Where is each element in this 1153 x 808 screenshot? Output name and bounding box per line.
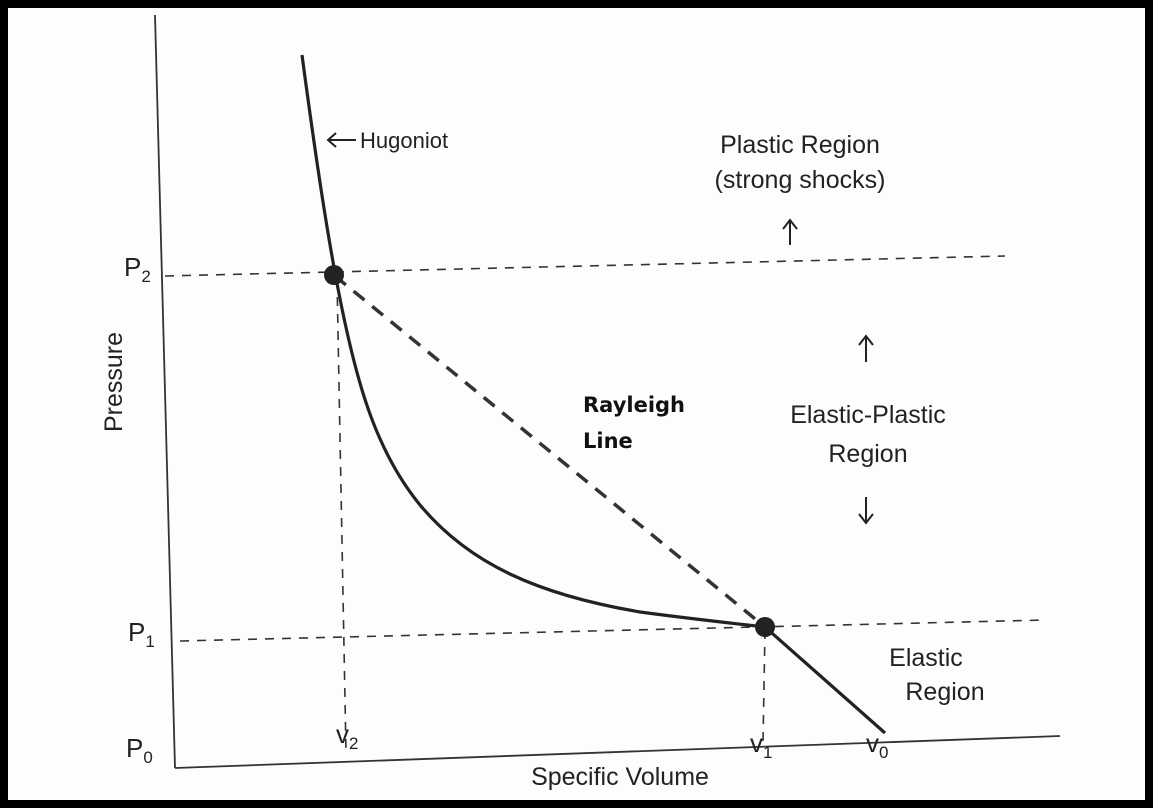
- hugoniot-curve: [300, 54, 887, 735]
- up-arrow: [782, 218, 798, 245]
- v1-guide: [762, 629, 766, 743]
- region-label: Elastic: [889, 644, 963, 672]
- hugoniot-arrow: [326, 132, 356, 148]
- symbol: v: [750, 728, 763, 758]
- p2-label: P2: [124, 252, 151, 286]
- y-axis: [154, 14, 176, 769]
- rayleigh-label: Line: [583, 429, 633, 453]
- up-arrow: [858, 334, 874, 362]
- p0-label: P0: [126, 733, 153, 767]
- symbol: v: [336, 719, 349, 749]
- p2-guide: [164, 255, 1006, 277]
- x-axis-label: Specific Volume: [531, 763, 709, 791]
- v0-label: v0: [866, 728, 888, 762]
- y-axis-label: Pressure: [100, 332, 128, 432]
- v2-label: v2: [336, 719, 358, 753]
- subscript: 2: [141, 267, 150, 286]
- v2-guide: [336, 279, 347, 753]
- v1-label: v1: [750, 728, 772, 762]
- subscript: 1: [145, 632, 154, 651]
- region-label: (strong shocks): [715, 166, 886, 194]
- region-label: Elastic-Plastic: [790, 401, 946, 429]
- region-label: Region: [905, 678, 984, 706]
- p1-label: P1: [128, 617, 155, 651]
- subscript: 2: [349, 734, 358, 753]
- symbol: P: [126, 733, 143, 763]
- symbol: v: [866, 728, 879, 758]
- subscript: 1: [763, 743, 772, 762]
- hugoniot-label: Hugoniot: [360, 128, 448, 153]
- symbol: P: [124, 252, 141, 282]
- x-axis: [174, 735, 1061, 769]
- rayleigh-line: [333, 274, 767, 629]
- subscript: 0: [143, 748, 152, 767]
- state-point-1: [755, 617, 775, 637]
- rayleigh-label: Rayleigh: [583, 393, 685, 417]
- subscript: 0: [879, 743, 888, 762]
- state-point-2: [324, 265, 344, 285]
- down-arrow: [858, 497, 874, 525]
- symbol: P: [128, 617, 145, 647]
- p1-guide: [179, 619, 1046, 642]
- region-label: Region: [828, 440, 907, 468]
- region-label: Plastic Region: [720, 131, 880, 159]
